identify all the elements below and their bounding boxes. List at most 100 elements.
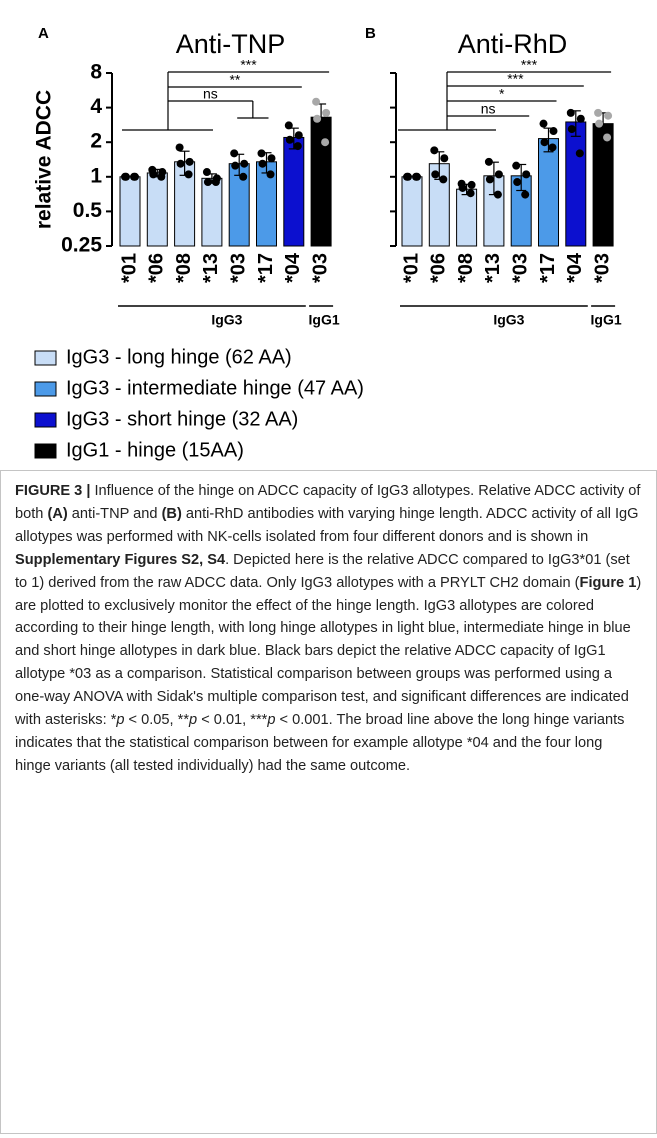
significance-label: *** bbox=[240, 57, 257, 73]
x-tick-label: *04 bbox=[564, 252, 586, 283]
group-label: IgG3 bbox=[493, 312, 524, 328]
data-point bbox=[566, 108, 575, 117]
data-point bbox=[595, 119, 604, 128]
significance-label: ns bbox=[203, 86, 218, 102]
significance-label: *** bbox=[507, 71, 524, 87]
data-point bbox=[594, 108, 603, 117]
legend-label: IgG3 - short hinge (32 AA) bbox=[66, 408, 298, 430]
bar bbox=[119, 176, 141, 247]
legend-label: IgG3 - intermediate hinge (47 AA) bbox=[66, 377, 364, 399]
data-point bbox=[604, 111, 613, 120]
significance-label: ** bbox=[229, 72, 240, 88]
significance-label: ns bbox=[481, 101, 496, 117]
bar bbox=[592, 123, 614, 247]
x-tick-label: *06 bbox=[428, 253, 450, 283]
x-tick-label: *01 bbox=[118, 253, 140, 283]
data-point bbox=[211, 178, 220, 187]
caption-text: Influence of the hinge on ADCC capacity … bbox=[15, 483, 641, 522]
data-point bbox=[230, 149, 239, 158]
data-point bbox=[575, 149, 584, 158]
data-point bbox=[185, 157, 194, 166]
data-point bbox=[239, 172, 248, 181]
chart-title: Anti-RhD bbox=[458, 29, 568, 59]
group-label: IgG1 bbox=[591, 312, 622, 328]
group-label: IgG3 bbox=[211, 312, 242, 328]
data-point bbox=[404, 172, 412, 181]
data-point bbox=[548, 143, 557, 152]
caption-text: Figure 1 bbox=[579, 574, 637, 591]
data-point bbox=[485, 175, 494, 184]
caption-text: (A) bbox=[47, 505, 68, 522]
legend-label: IgG1 - hinge (15AA) bbox=[66, 439, 244, 461]
legend-swatch bbox=[34, 412, 57, 428]
caption-text: < 0.01, *** bbox=[197, 712, 268, 729]
data-point bbox=[149, 170, 158, 179]
data-point bbox=[576, 114, 585, 123]
x-tick-label: *01 bbox=[400, 253, 422, 283]
data-point bbox=[466, 189, 475, 198]
bar bbox=[201, 177, 223, 247]
data-point bbox=[513, 178, 522, 187]
data-point bbox=[603, 133, 612, 142]
data-point bbox=[294, 131, 303, 140]
y-tick-label: 0.5 bbox=[73, 199, 103, 222]
data-point bbox=[176, 159, 185, 168]
caption-text: < 0.001. The broad line above the long h… bbox=[15, 712, 625, 774]
legend-swatch bbox=[34, 381, 57, 397]
data-point bbox=[240, 159, 249, 168]
caption-text: Supplementary Figures S2, S4 bbox=[15, 551, 226, 568]
data-point bbox=[494, 170, 503, 179]
bar bbox=[146, 172, 168, 247]
y-tick-label: 8 bbox=[90, 61, 102, 84]
significance-label: * bbox=[499, 86, 505, 102]
x-tick-label: *13 bbox=[482, 253, 504, 283]
data-point bbox=[430, 146, 439, 155]
caption: FIGURE 3 | Influence of the hinge on ADC… bbox=[0, 470, 657, 1134]
data-point bbox=[157, 172, 166, 181]
x-tick-label: *08 bbox=[173, 253, 195, 283]
data-point bbox=[431, 170, 440, 179]
data-point bbox=[467, 180, 476, 189]
data-point bbox=[266, 170, 275, 179]
data-point bbox=[521, 190, 530, 199]
caption-text: p bbox=[116, 712, 125, 729]
bar bbox=[456, 188, 478, 247]
x-tick-label: *03 bbox=[309, 253, 331, 283]
bar bbox=[538, 138, 559, 247]
group-label: IgG1 bbox=[309, 312, 340, 328]
caption-text: (B) bbox=[161, 505, 182, 522]
data-point bbox=[122, 172, 130, 181]
data-point bbox=[539, 119, 548, 128]
x-tick-label: *17 bbox=[537, 253, 559, 283]
data-point bbox=[412, 172, 420, 181]
x-tick-label: *08 bbox=[455, 253, 477, 283]
x-tick-label: *03 bbox=[227, 253, 249, 283]
y-tick-label: 4 bbox=[90, 95, 102, 118]
caption-text: ) are plotted to exclusively monitor the… bbox=[15, 574, 642, 729]
bar bbox=[310, 116, 332, 247]
data-point bbox=[267, 154, 276, 163]
chart-title: Anti-TNP bbox=[176, 29, 286, 59]
data-point bbox=[493, 190, 502, 199]
data-point bbox=[549, 127, 558, 136]
x-tick-label: *17 bbox=[255, 253, 277, 283]
data-point bbox=[285, 135, 294, 144]
caption-text: anti-RhD antibodies with varying hinge l… bbox=[15, 505, 639, 545]
x-tick-label: *03 bbox=[591, 253, 613, 283]
data-point bbox=[312, 97, 321, 106]
y-tick-label: 2 bbox=[90, 130, 102, 153]
legend-swatch bbox=[34, 350, 57, 366]
caption-text: FIGURE 3 | bbox=[15, 483, 91, 499]
data-point bbox=[293, 142, 302, 151]
data-point bbox=[540, 138, 549, 147]
x-tick-label: *06 bbox=[146, 253, 168, 283]
data-point bbox=[322, 108, 331, 117]
data-point bbox=[257, 149, 266, 158]
data-point bbox=[484, 157, 493, 166]
data-point bbox=[175, 143, 184, 152]
significance-label: *** bbox=[521, 57, 538, 73]
data-point bbox=[512, 161, 521, 170]
data-point bbox=[439, 175, 448, 184]
bar bbox=[401, 176, 423, 247]
